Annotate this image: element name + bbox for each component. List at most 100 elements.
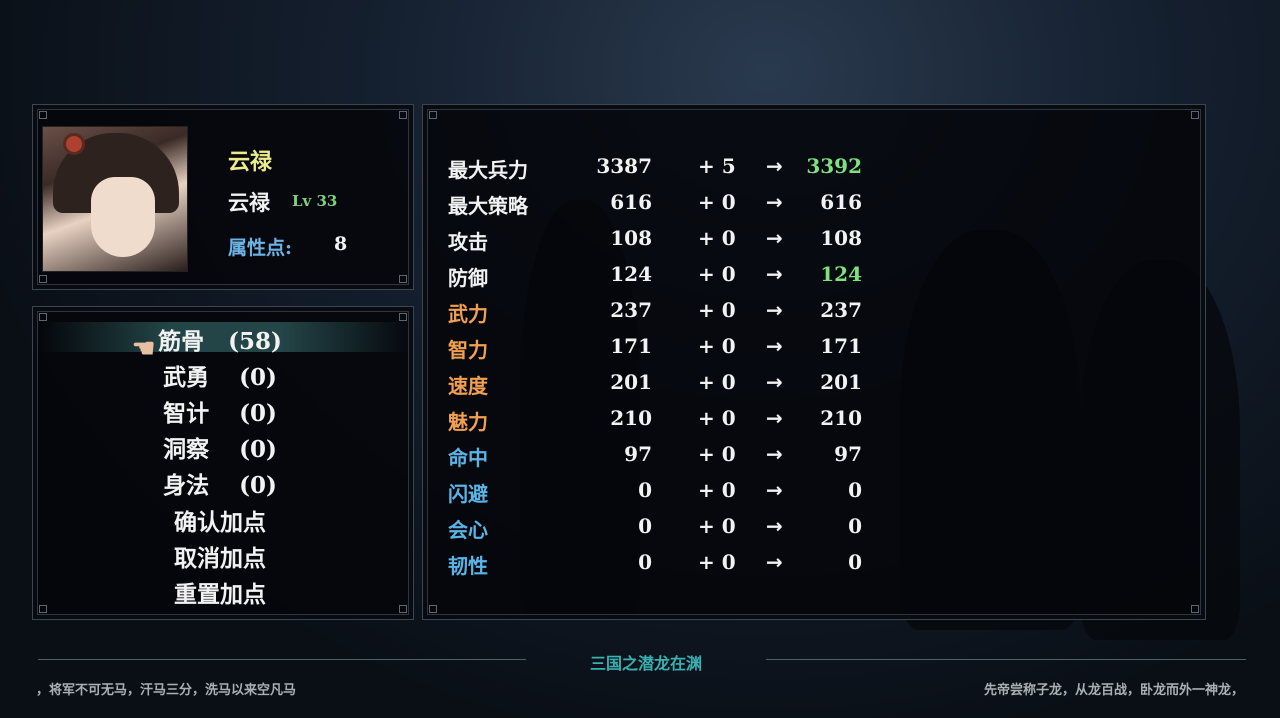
stat-row: 最大兵力 3387 + 5 → 3392 (448, 154, 868, 184)
stat-final: 0 (848, 478, 862, 502)
pointing-hand-icon: ☚ (132, 334, 156, 364)
arrow-right-icon: → (766, 370, 783, 394)
stat-label: 武力 (448, 302, 488, 326)
stat-label: 智力 (448, 338, 488, 362)
attribute-points-value: 8 (334, 233, 348, 255)
stat-final: 124 (820, 262, 862, 286)
stat-base: 237 (610, 298, 652, 322)
attribute-option-label: 筋骨 (158, 328, 205, 355)
stat-final: 171 (820, 334, 862, 358)
arrow-right-icon: → (766, 550, 783, 574)
arrow-right-icon: → (766, 262, 783, 286)
stat-row: 速度 201 + 0 → 201 (448, 370, 868, 400)
cancel-points-button[interactable]: 取消加点 (174, 545, 266, 572)
stat-final: 210 (820, 406, 862, 430)
attribute-option[interactable]: 洞察 (0) (0, 430, 440, 464)
stat-delta: + 0 (698, 334, 736, 358)
stat-delta: + 0 (698, 550, 736, 574)
stat-label: 命中 (448, 446, 488, 470)
stat-row: 攻击 108 + 0 → 108 (448, 226, 868, 256)
stat-label: 魅力 (448, 410, 488, 434)
stat-row: 武力 237 + 0 → 237 (448, 298, 868, 328)
stat-label: 闪避 (448, 482, 488, 506)
attribute-option-label: 武勇 (163, 364, 210, 391)
arrow-right-icon: → (766, 514, 783, 538)
hero-level: Lv 33 (292, 192, 338, 210)
stat-delta: + 0 (698, 442, 736, 466)
left-quote: ，将军不可无马，汗马三分，洗马以来空凡马 (36, 683, 297, 698)
stat-delta: + 0 (698, 406, 736, 430)
attribute-option-label: 智计 (163, 400, 210, 427)
stat-final: 3392 (806, 154, 862, 178)
stat-final: 0 (848, 550, 862, 574)
arrow-right-icon: → (766, 442, 783, 466)
stat-delta: + 0 (698, 478, 736, 502)
stat-base: 201 (610, 370, 652, 394)
stat-base: 3387 (596, 154, 652, 178)
arrow-right-icon: → (766, 334, 783, 358)
attribute-option[interactable]: 武勇 (0) (0, 358, 440, 392)
attribute-option-value: (0) (239, 436, 277, 463)
right-quote: 先帝尝称子龙，从龙百战，卧龙而外一神龙， (983, 683, 1244, 698)
stat-final: 237 (820, 298, 862, 322)
attribute-points-label: 属性点: (228, 237, 293, 259)
stat-label: 攻击 (448, 230, 488, 254)
stat-label: 防御 (448, 266, 488, 290)
stat-final: 108 (820, 226, 862, 250)
stat-delta: + 0 (698, 370, 736, 394)
stats-panel (422, 104, 1206, 620)
attribute-option-label: 洞察 (163, 436, 210, 463)
stat-delta: + 0 (698, 298, 736, 322)
stat-final: 616 (820, 190, 862, 214)
selection-highlight (40, 322, 410, 352)
hero-name: 云禄 (228, 190, 270, 215)
stat-base: 616 (610, 190, 652, 214)
attribute-option[interactable]: 智计 (0) (0, 394, 440, 428)
stat-base: 108 (610, 226, 652, 250)
divider (38, 659, 526, 660)
attribute-menu-panel (32, 306, 414, 620)
stat-row: 会心 0 + 0 → 0 (448, 514, 868, 544)
arrow-right-icon: → (766, 226, 783, 250)
stat-row: 闪避 0 + 0 → 0 (448, 478, 868, 508)
stat-label: 最大策略 (448, 194, 528, 218)
arrow-right-icon: → (766, 154, 783, 178)
hero-portrait (42, 126, 188, 272)
stat-final: 97 (834, 442, 862, 466)
stat-base: 0 (638, 514, 652, 538)
attribute-option-value: (58) (228, 328, 282, 355)
attribute-option-label: 身法 (163, 472, 210, 499)
stat-delta: + 0 (698, 514, 736, 538)
attribute-option-value: (0) (239, 472, 277, 499)
attribute-option-value: (0) (239, 364, 277, 391)
stat-delta: + 0 (698, 190, 736, 214)
attribute-option[interactable]: 身法 (0) (0, 466, 440, 500)
hero-title-name: 云禄 (228, 149, 273, 175)
divider (766, 659, 1246, 660)
reset-points-button[interactable]: 重置加点 (174, 581, 266, 608)
stat-label: 会心 (448, 518, 488, 542)
stat-row: 命中 97 + 0 → 97 (448, 442, 868, 472)
confirm-points-button[interactable]: 确认加点 (174, 509, 266, 536)
attribute-option[interactable]: 筋骨 (58) (0, 322, 440, 356)
stat-final: 201 (820, 370, 862, 394)
stat-label: 韧性 (448, 554, 488, 578)
stat-base: 0 (638, 550, 652, 574)
stat-row: 防御 124 + 0 → 124 (448, 262, 868, 292)
stat-base: 124 (610, 262, 652, 286)
stat-row: 最大策略 616 + 0 → 616 (448, 190, 868, 220)
stat-base: 171 (610, 334, 652, 358)
stat-row: 魅力 210 + 0 → 210 (448, 406, 868, 436)
arrow-right-icon: → (766, 478, 783, 502)
stat-delta: + 0 (698, 226, 736, 250)
stat-label: 速度 (448, 374, 488, 398)
stat-base: 210 (610, 406, 652, 430)
stat-base: 0 (638, 478, 652, 502)
arrow-right-icon: → (766, 190, 783, 214)
stat-final: 0 (848, 514, 862, 538)
arrow-right-icon: → (766, 406, 783, 430)
stat-delta: + 5 (698, 154, 736, 178)
attribute-option-value: (0) (239, 400, 277, 427)
stat-row: 韧性 0 + 0 → 0 (448, 550, 868, 580)
game-title: 三国之潜龙在渊 (589, 654, 702, 673)
